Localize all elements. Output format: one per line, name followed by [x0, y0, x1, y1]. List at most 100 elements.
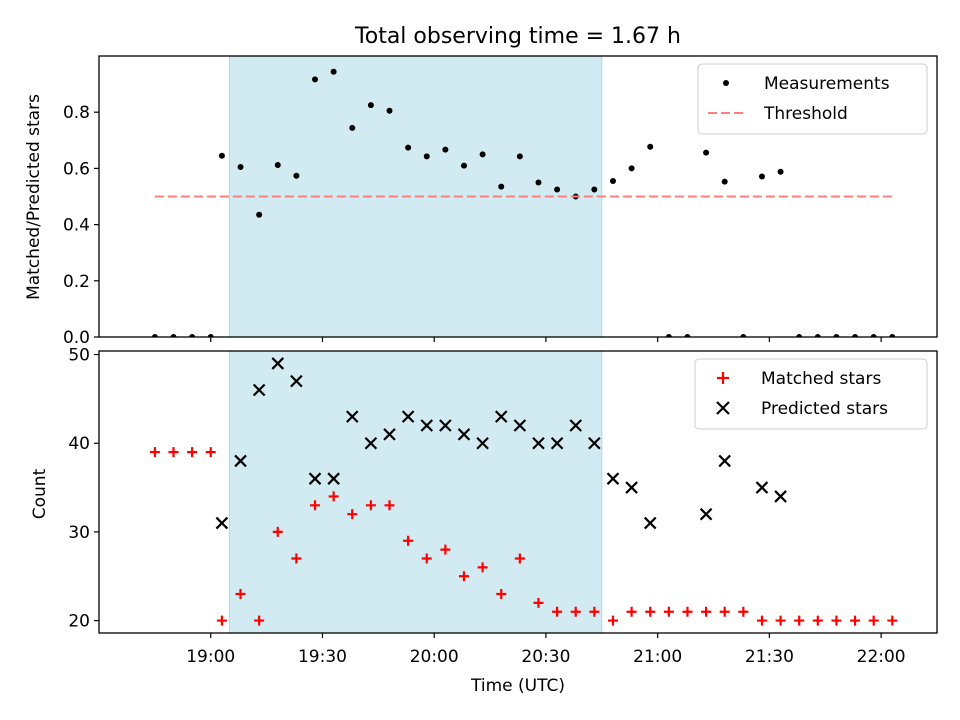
top-measurements-point — [367, 102, 374, 109]
bottom-predicted-stars-point — [755, 481, 769, 494]
bottom-axes-frame — [98, 350, 938, 634]
bottom-matched-stars-point — [328, 491, 339, 502]
top-measurements-point — [758, 173, 765, 180]
top-measurements-point — [535, 179, 542, 186]
bottom-matched-stars-point — [756, 615, 767, 626]
bottom-predicted-stars-point — [252, 383, 266, 397]
top-y-axis-label: Matched/Predicted stars — [24, 94, 44, 300]
top-legend: Measurements Threshold — [697, 63, 928, 135]
top-measurements-point — [237, 163, 244, 170]
bottom-matched-stars-point — [552, 606, 563, 617]
bottom-matched-stars-point — [403, 535, 414, 546]
top-measurements-point — [870, 334, 877, 337]
bottom-predicted-stars-point — [643, 516, 657, 530]
top-measurements-point — [889, 334, 896, 337]
bottom-predicted-stars-point — [364, 436, 378, 450]
top-measurements-point — [814, 334, 821, 337]
top-measurements-point — [460, 162, 467, 169]
top-measurements-point — [312, 76, 319, 83]
bottom-matched-stars-point — [440, 544, 451, 555]
bottom-y-axis-label: Count — [30, 468, 50, 519]
bottom-y-tick-label: 40 — [68, 434, 90, 454]
bottom-legend-label: Matched stars — [761, 369, 881, 389]
top-measurements-point — [274, 162, 281, 169]
bottom-predicted-stars-point — [401, 410, 415, 423]
top-y-tick-label: 0.4 — [63, 216, 90, 236]
x-tick-label: 19:00 — [186, 647, 235, 667]
bottom-predicted-stars-point — [327, 472, 340, 485]
legend-predicted-swatch — [716, 401, 730, 415]
bottom-predicted-stars-point — [383, 428, 396, 441]
bottom-predicted-stars-point — [215, 516, 229, 530]
top-measurements-point — [833, 334, 840, 337]
bottom-matched-stars-point — [738, 606, 749, 617]
top-measurements-point — [740, 334, 747, 337]
top-measurements-point — [479, 151, 486, 158]
bottom-matched-stars-point — [384, 500, 395, 511]
bottom-matched-stars-point — [812, 615, 823, 626]
bottom-matched-stars-point — [514, 553, 525, 564]
top-measurements-point — [554, 186, 561, 193]
top-panel: 0.0 0.2 0.4 0.6 0.8 Measurements Threshold — [63, 55, 938, 348]
bottom-matched-stars-point — [347, 509, 358, 520]
bottom-matched-stars-point — [794, 615, 805, 626]
top-measurements-point — [647, 143, 654, 150]
bottom-predicted-stars-point — [532, 436, 545, 450]
top-y-tick-label: 0.8 — [63, 103, 90, 123]
top-y-tick-label: 0.0 — [63, 328, 90, 348]
legend-measurements-swatch — [723, 80, 729, 86]
legend-matched-swatch — [717, 372, 729, 384]
bottom-predicted-stars-point — [569, 419, 583, 432]
bottom-matched-stars-point — [831, 615, 842, 626]
top-measurements-point — [207, 334, 214, 337]
bottom-predicted-stars-point — [439, 419, 452, 432]
top-measurements-point — [703, 149, 710, 156]
bottom-y-tick-label: 50 — [68, 346, 90, 366]
bottom-predicted-stars-point — [420, 419, 434, 432]
x-tick-label: 20:30 — [521, 647, 570, 667]
bottom-predicted-stars-point — [345, 410, 359, 423]
top-y-tick-label: 0.6 — [63, 159, 90, 179]
bottom-matched-stars-point — [205, 447, 216, 458]
bottom-matched-stars-point — [589, 606, 600, 617]
bottom-matched-stars-point — [149, 447, 160, 458]
top-measurements-point — [591, 186, 598, 193]
bottom-matched-stars-point — [310, 500, 321, 511]
x-tick-label: 22:00 — [857, 647, 906, 667]
bottom-legend-label: Predicted stars — [761, 399, 888, 419]
top-axes-frame — [98, 55, 938, 338]
top-measurements-point — [516, 153, 523, 160]
bottom-predicted-stars-point — [606, 472, 620, 485]
bottom-predicted-stars-point — [513, 419, 527, 432]
top-measurements-point — [423, 153, 430, 160]
bottom-matched-stars-point — [645, 606, 656, 617]
bottom-y-tick-label: 30 — [68, 523, 90, 543]
top-measurements-point — [349, 124, 356, 131]
bottom-predicted-stars-point — [774, 490, 787, 503]
top-measurements-point — [151, 334, 158, 337]
bottom-matched-stars-point — [168, 447, 179, 458]
bottom-legend-box — [694, 358, 928, 430]
bottom-matched-stars-point — [477, 562, 488, 573]
x-axis-label: Time (UTC) — [470, 676, 565, 696]
top-y-tick-label: 0.2 — [63, 272, 90, 292]
bottom-predicted-stars-point — [476, 436, 489, 450]
bottom-legend: Matched stars Predicted stars — [694, 358, 928, 430]
bottom-predicted-stars-point — [699, 507, 713, 521]
bottom-matched-stars-point — [775, 615, 786, 626]
bottom-matched-stars-point — [663, 606, 674, 617]
bottom-matched-stars-point — [365, 500, 376, 511]
top-measurements-point — [721, 178, 728, 185]
top-measurements-point — [777, 168, 784, 175]
chart-title: Total observing time = 1.67 h — [354, 24, 681, 49]
bottom-predicted-stars-point — [271, 357, 285, 370]
top-measurements-point — [189, 334, 196, 337]
top-measurements-point — [330, 68, 337, 75]
bottom-predicted-stars-point — [234, 454, 247, 468]
bottom-matched-stars-point — [570, 606, 581, 617]
x-tick-label: 21:30 — [745, 647, 794, 667]
bottom-predicted-stars-point — [290, 374, 303, 388]
bottom-plot-area — [149, 357, 898, 626]
bottom-matched-stars-point — [850, 615, 861, 626]
bottom-matched-stars-point — [626, 606, 637, 617]
